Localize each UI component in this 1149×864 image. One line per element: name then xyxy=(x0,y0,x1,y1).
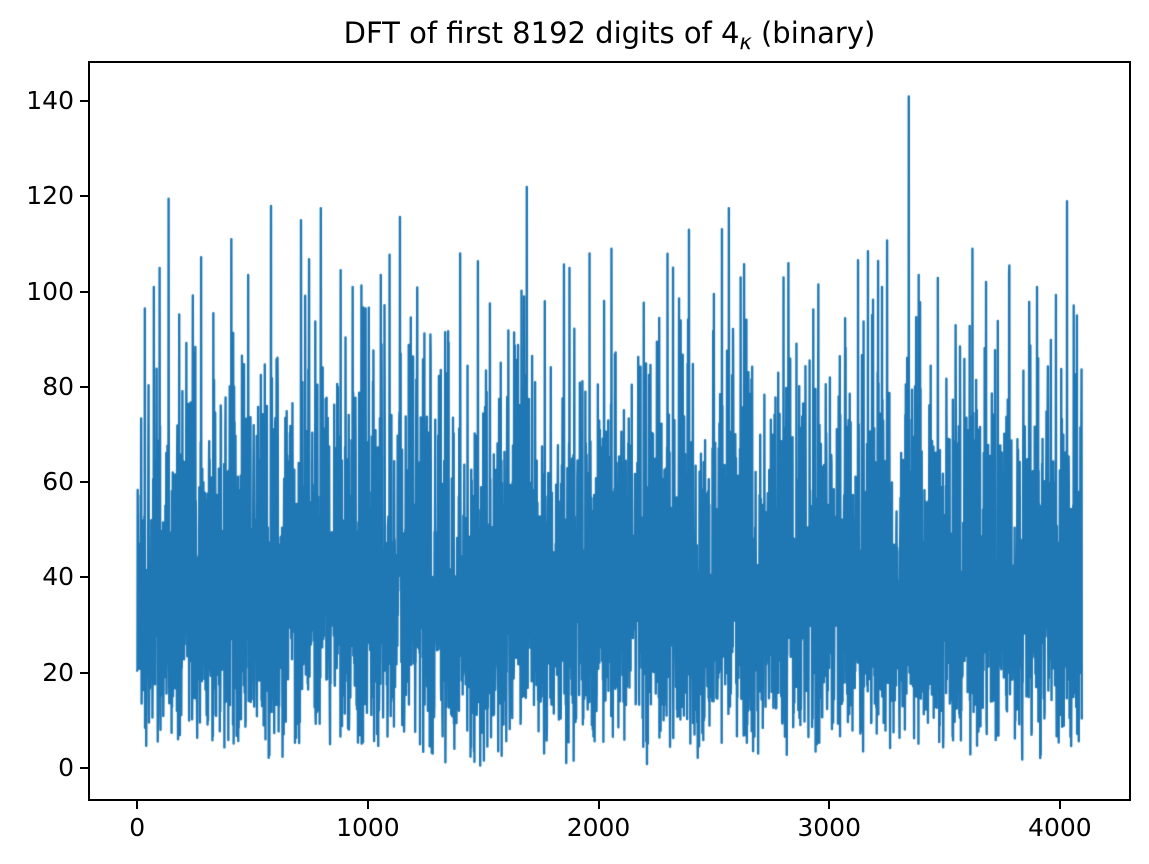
y-tick-mark xyxy=(80,767,88,770)
x-tick-mark xyxy=(597,801,600,809)
x-tick-label: 3000 xyxy=(797,813,861,842)
y-tick-label: 140 xyxy=(26,86,74,116)
plot-title-suffix: (binary) xyxy=(751,16,876,50)
y-tick-mark xyxy=(80,195,88,198)
plot-title-subscript: κ xyxy=(739,29,752,54)
y-tick-mark xyxy=(80,385,88,388)
y-tick-mark xyxy=(80,671,88,674)
x-tick-mark xyxy=(828,801,831,809)
y-tick-mark xyxy=(80,100,88,103)
y-tick-label: 100 xyxy=(26,276,74,306)
y-tick-mark xyxy=(80,481,88,484)
x-tick-label: 1000 xyxy=(336,813,400,842)
y-tick-label: 60 xyxy=(42,467,74,497)
y-tick-label: 0 xyxy=(58,753,74,783)
x-tick-label: 2000 xyxy=(566,813,631,842)
plot-title-prefix: DFT of first 8192 digits of 4 xyxy=(343,16,740,50)
x-tick-mark xyxy=(366,801,369,809)
x-tick-mark xyxy=(136,801,139,809)
plot-area xyxy=(88,61,1131,801)
x-tick-label: 4000 xyxy=(1028,813,1092,842)
y-tick-label: 40 xyxy=(42,562,74,592)
y-tick-mark xyxy=(80,576,88,579)
y-tick-label: 80 xyxy=(42,371,74,401)
dft-magnitude-plot-canvas xyxy=(90,63,1129,799)
x-tick-label: 0 xyxy=(129,813,146,842)
x-tick-mark xyxy=(1058,801,1061,809)
y-tick-label: 120 xyxy=(26,181,74,211)
y-tick-mark xyxy=(80,290,88,293)
plot-title: DFT of first 8192 digits of 4κ (binary) xyxy=(88,16,1131,54)
y-tick-label: 20 xyxy=(42,657,74,687)
